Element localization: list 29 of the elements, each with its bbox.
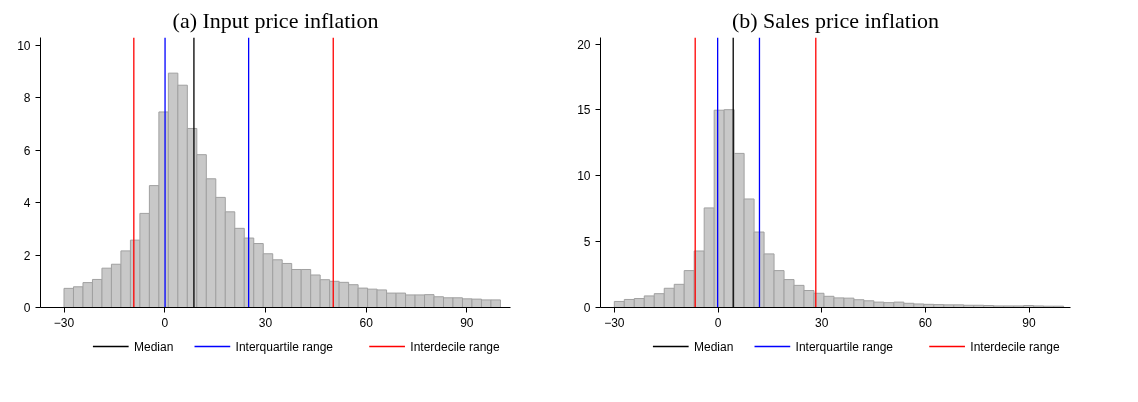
x-tick-label: 60	[918, 315, 933, 330]
chart-title: (a) Input price inflation	[172, 7, 379, 33]
chart-title: (b) Sales price inflation	[731, 7, 940, 33]
legend-label: Median	[133, 339, 174, 354]
legend-label: Median	[693, 339, 734, 354]
legend-label: Interdecile range	[410, 339, 501, 354]
y-tick-label: 2	[23, 248, 31, 263]
x-tick-label: 90	[460, 315, 474, 330]
x-tick-label: 0	[714, 315, 722, 330]
y-tick-label: 15	[577, 103, 591, 118]
y-tick-label: 10	[17, 38, 31, 53]
x-tick-label: −30	[604, 315, 625, 330]
x-tick-label: 0	[161, 315, 169, 330]
y-tick-label: 5	[583, 235, 591, 250]
x-tick-label: 30	[815, 315, 829, 330]
y-tick-label: 10	[577, 169, 591, 184]
y-tick-label: 8	[23, 91, 31, 106]
y-tick-label: 0	[23, 301, 31, 315]
x-tick-label: −30	[53, 315, 75, 330]
x-tick-label: 30	[258, 315, 273, 330]
y-tick-label: 6	[23, 143, 31, 158]
x-tick-label: 90	[1022, 315, 1037, 330]
y-tick-label: 4	[23, 196, 31, 211]
x-tick-label: 60	[359, 315, 374, 330]
y-tick-label: 20	[577, 37, 591, 52]
legend-label: Interquartile range	[795, 339, 894, 354]
legend-label: Interdecile range	[970, 339, 1061, 354]
legend-label: Interquartile range	[235, 339, 334, 354]
y-tick-label: 0	[583, 301, 591, 315]
